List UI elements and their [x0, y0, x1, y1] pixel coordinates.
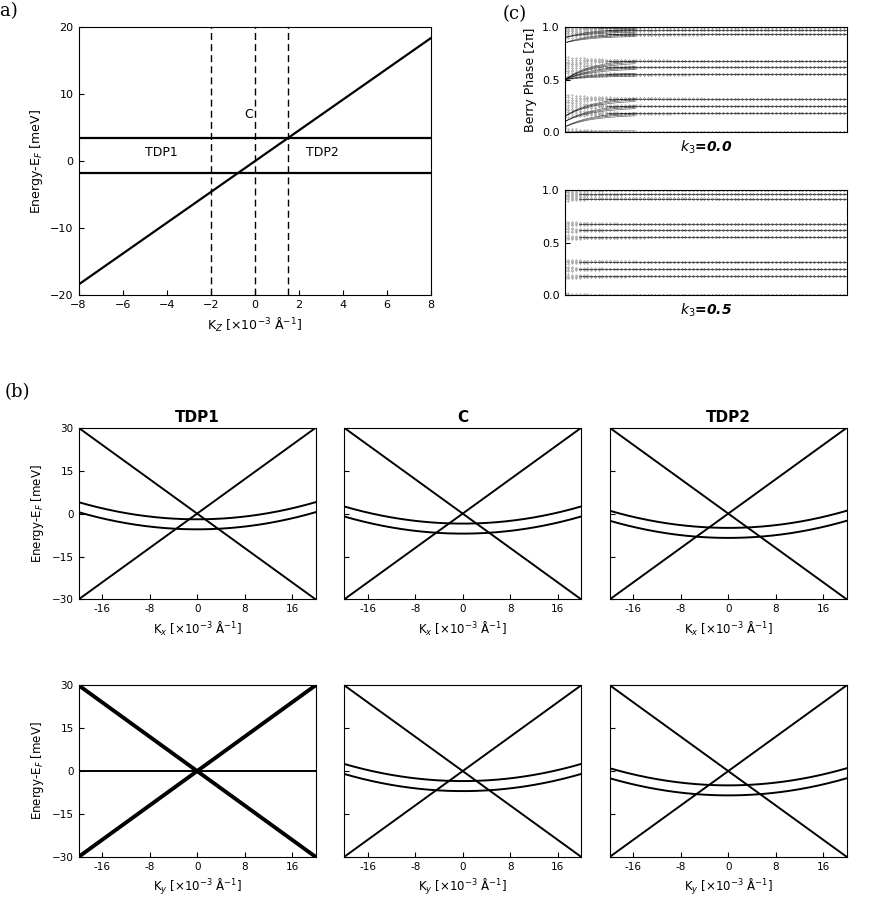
X-axis label: K$_y$ [×10$^{-3}$ Å$^{-1}$]: K$_y$ [×10$^{-3}$ Å$^{-1}$]	[153, 878, 242, 897]
Text: TDP2: TDP2	[306, 146, 339, 159]
Title: TDP1: TDP1	[175, 410, 219, 425]
Text: (b): (b)	[4, 382, 30, 400]
X-axis label: K$_x$ [×10$^{-3}$ Å$^{-1}$]: K$_x$ [×10$^{-3}$ Å$^{-1}$]	[418, 620, 507, 638]
Text: $k_3$=0.0: $k_3$=0.0	[679, 138, 732, 155]
Title: C: C	[457, 410, 468, 425]
Text: C: C	[244, 107, 252, 121]
X-axis label: K$_Z$ [×10$^{-3}$ Å$^{-1}$]: K$_Z$ [×10$^{-3}$ Å$^{-1}$]	[208, 316, 302, 334]
Text: (a): (a)	[0, 3, 18, 21]
Title: TDP2: TDP2	[705, 410, 751, 425]
X-axis label: K$_y$ [×10$^{-3}$ Å$^{-1}$]: K$_y$ [×10$^{-3}$ Å$^{-1}$]	[684, 878, 773, 897]
X-axis label: K$_x$ [×10$^{-3}$ Å$^{-1}$]: K$_x$ [×10$^{-3}$ Å$^{-1}$]	[153, 620, 242, 638]
X-axis label: K$_x$ [×10$^{-3}$ Å$^{-1}$]: K$_x$ [×10$^{-3}$ Å$^{-1}$]	[684, 620, 773, 638]
Y-axis label: Energy-E$_F$ [meV]: Energy-E$_F$ [meV]	[29, 722, 46, 821]
Text: (c): (c)	[503, 5, 526, 23]
Y-axis label: Energy-E$_F$ [meV]: Energy-E$_F$ [meV]	[29, 465, 46, 563]
Text: TDP1: TDP1	[145, 146, 177, 159]
Text: $k_3$=0.5: $k_3$=0.5	[680, 301, 732, 318]
X-axis label: K$_y$ [×10$^{-3}$ Å$^{-1}$]: K$_y$ [×10$^{-3}$ Å$^{-1}$]	[418, 878, 507, 897]
Y-axis label: Berry Phase [2π]: Berry Phase [2π]	[524, 27, 537, 132]
Y-axis label: Energy-E$_F$ [meV]: Energy-E$_F$ [meV]	[28, 108, 45, 214]
